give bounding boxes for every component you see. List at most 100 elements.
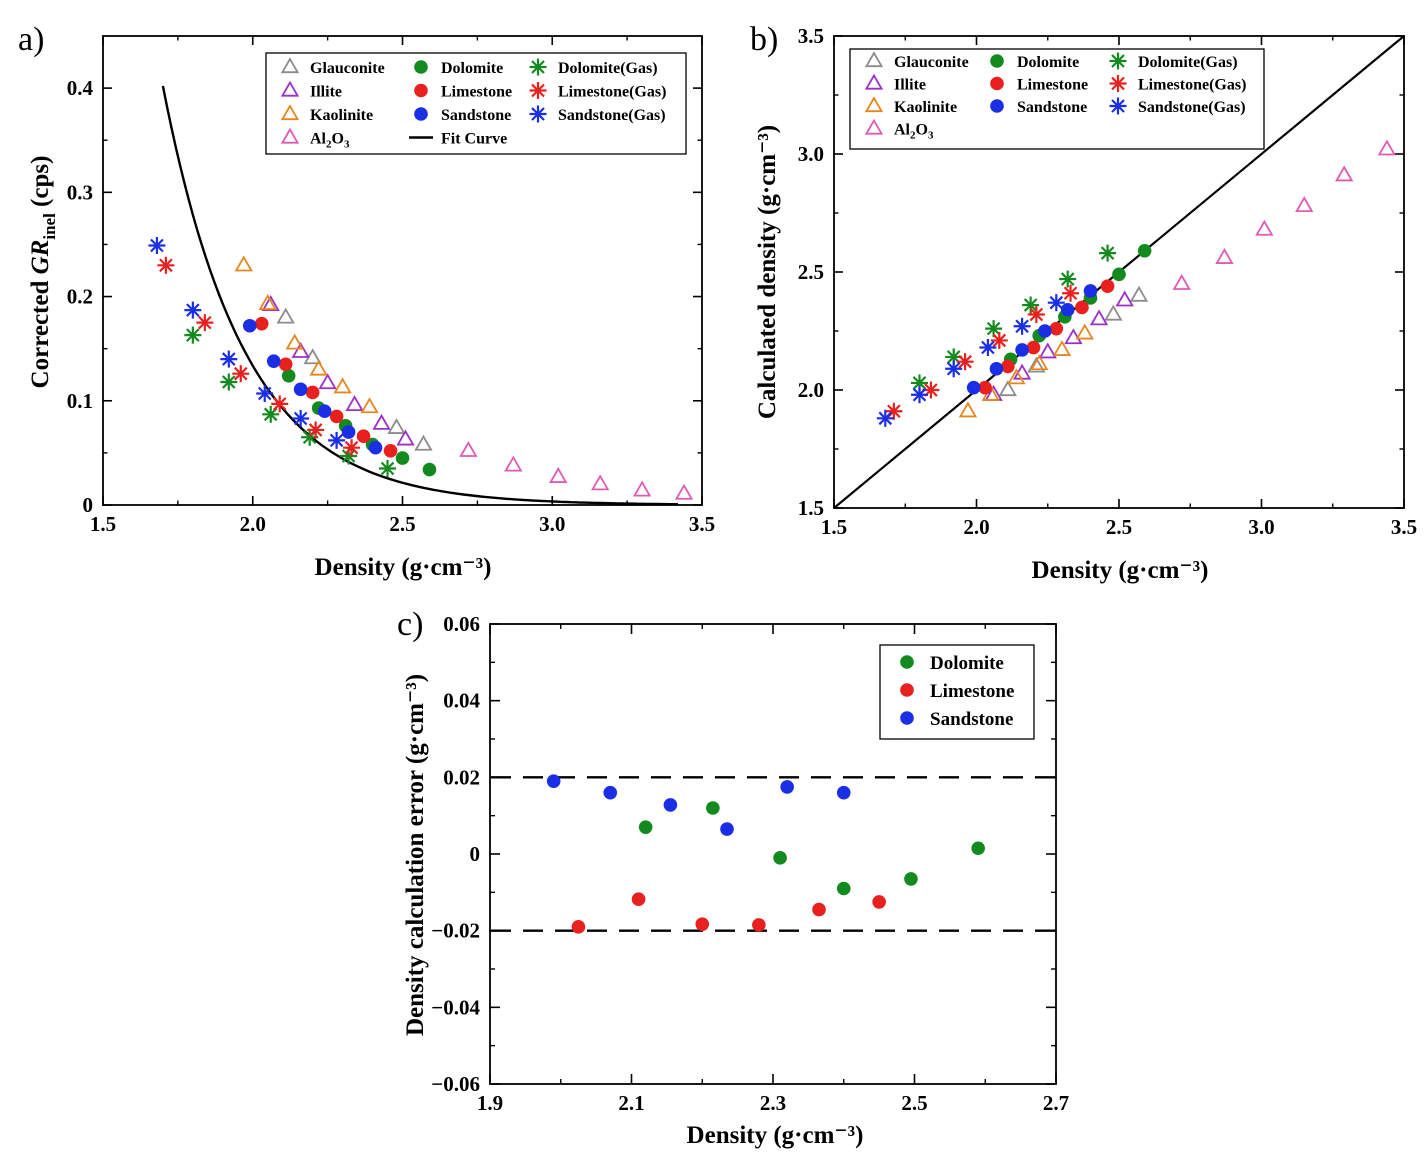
panel-b-legend-limestone-gas-label: Limestone(Gas) [1138,77,1246,94]
panel-a-point-kaolinite [309,359,328,376]
panel-b-point-kaolinite [1075,323,1094,340]
panel-a-point-dolomite [281,368,296,383]
panel-a-point-dolomite-gas [184,326,202,344]
panel-c-series-dolomite [638,801,985,896]
panel-b-point-al2o3 [1295,196,1314,213]
panel-b-legend-illite-swatch [864,73,884,90]
panel-a-legend-al2o3-swatch [280,127,300,144]
panel-b-legend-limestone-gas-swatch-stroke [1111,76,1125,91]
panel-b-point-dolomite-gas-stroke [986,321,1001,336]
panel-a-point-dolomite-gas [220,373,238,391]
panel-b-point-al2o3 [1334,165,1354,182]
panel-a-point-kaolinite [285,333,304,350]
panel-c-legend-sandstone-swatch [900,711,914,725]
panel-b-point-dolomite-gas-stroke [946,350,961,364]
panel-c-x-tick-label: 2.3 [760,1091,786,1115]
panel-a-point-limestone-gas-stroke [233,366,248,381]
panel-c-y-tick-label: 0.04 [443,689,480,713]
panel-b-point-al2o3 [1172,273,1191,290]
panel-c-legend-sandstone-label: Sandstone [930,709,1013,730]
panel-b-legend-frame [849,48,1265,150]
panel-c-x-tick-label: 2.7 [1043,1091,1069,1115]
panel-c-series-limestone [571,892,886,934]
panel-c-label: c) [397,606,423,643]
panel-a-legend-dolomite-swatch [414,60,428,74]
panel-b-point-al2o3 [1377,139,1397,156]
panel-b-legend-limestone-label: Limestone [1017,77,1088,94]
panel-c-point-limestone [571,920,586,934]
panel-a-point-limestone [254,316,269,331]
panel-c-y-tick-label: −0.02 [431,919,480,943]
panel-c-point-sandstone [780,780,794,794]
panel-a-point-kaolinite [258,294,277,310]
panel-c: c) 1.9 2.1 2.3 2.5 2.7 −0.06 −0.04 −0.02 0 0.02 0.… [397,606,1069,1149]
panel-a-series-kaolinite [234,255,379,414]
panel-b-legend-al2o3-label-sub: 2 [910,130,916,142]
panel-a-y-tick-label: 0.1 [67,389,93,413]
panel-b-legend-al2o3-label-sub: 3 [928,130,934,142]
panel-b-point-sandstone [966,380,981,395]
panel-b-point-glauconite [1027,356,1046,373]
panel-b-point-sandstone [1060,302,1075,317]
panel-c-point-limestone [695,917,710,931]
panel-b-x-tick-label: 2.5 [1106,515,1132,539]
panel-b-point-limestone [1001,359,1015,374]
panel-a-legend-fit-curve-label: Fit Curve [441,131,507,148]
panel-b-legend-sandstone-gas-swatch [1109,97,1127,115]
panel-c-point-dolomite [904,872,918,886]
panel-a-x-tick-label: 1.5 [90,512,116,536]
panel-a-point-limestone-gas [157,256,175,274]
panel-b-legend-al2o3-label-mid: O [916,122,928,139]
panel-b-point-dolomite [1137,243,1152,258]
panel-a-point-al2o3 [674,483,694,500]
panel-b-y-tick-label: 3.5 [798,24,824,48]
panel-b-point-limestone-gas [990,331,1008,349]
panel-b-x-axis-label: Density (g·cm⁻³) [1032,557,1209,584]
panel-b-y-tick-label: 1.5 [798,496,824,520]
panel-a-point-limestone-gas [307,421,325,439]
panel-b-point-kaolinite [1030,354,1049,371]
panel-a-y-tick-label: 0 [83,493,94,517]
panel-c-y-tick-label: 0 [470,842,481,866]
panel-a-legend-sandstone-swatch [414,107,428,121]
panel-a-legend-frame [265,52,687,155]
panel-a-y-label-prefix: Corrected [27,274,54,388]
panel-b-point-sandstone [1038,324,1052,338]
panel-a-y-tick-label: 0.2 [67,285,93,309]
panel-c-legend-dolomite-swatch [900,655,914,669]
panel-b-legend-dolomite-swatch [990,54,1004,68]
panel-a-point-limestone [383,444,398,458]
panel-a-legend-dolomite-gas-label: Dolomite(Gas) [558,60,658,77]
panel-a-point-limestone [305,385,320,400]
panel-b-point-illite [1089,309,1109,326]
panel-a-point-limestone [278,357,293,372]
panel-a-y-label-gr: GR [27,240,54,275]
panel-c-point-sandstone [663,798,678,812]
panel-a-series-illite [261,295,415,446]
panel-a-point-dolomite-gas-stroke [186,328,200,342]
panel-a-legend-sandstone-gas-label: Sandstone(Gas) [558,107,666,124]
panel-b-point-dolomite [1112,267,1126,282]
panel-b-point-sandstone-gas [979,339,997,357]
panel-b-point-dolomite-gas [985,320,1003,338]
panel-b-legend: Glauconite Illite Kaolinite Al2O3 Dolomite Li… [849,48,1265,150]
panel-a-point-al2o3 [549,467,568,483]
panel-a-point-al2o3 [504,455,523,472]
panel-a-legend: Glauconite Illite Kaolinite Al2O3 Dolomite Li… [265,52,687,155]
panel-b-point-sandstone-gas-stroke [912,387,927,402]
panel-b-y-tick-label: 2.0 [798,378,824,402]
panel-c-y-tick-label: 0.02 [443,765,480,789]
panel-a-point-al2o3 [632,480,652,497]
panel-a-x-axis-label: Density (g·cm⁻³) [315,554,492,581]
panel-a-point-illite [396,429,415,446]
panel-b-legend-illite-label: Illite [894,77,926,94]
panel-c-x-tick-label: 2.1 [618,1091,644,1115]
panel-a-point-illite [291,341,310,358]
panel-b-point-limestone [1075,300,1089,315]
panel-a-legend-al2o3-label: Al2O3 [310,131,350,151]
panel-b-point-sandstone-gas-stroke [1015,319,1029,334]
panel-b-point-dolomite-gas [1059,270,1077,288]
panel-b-point-sandstone-gas-stroke [946,361,961,376]
